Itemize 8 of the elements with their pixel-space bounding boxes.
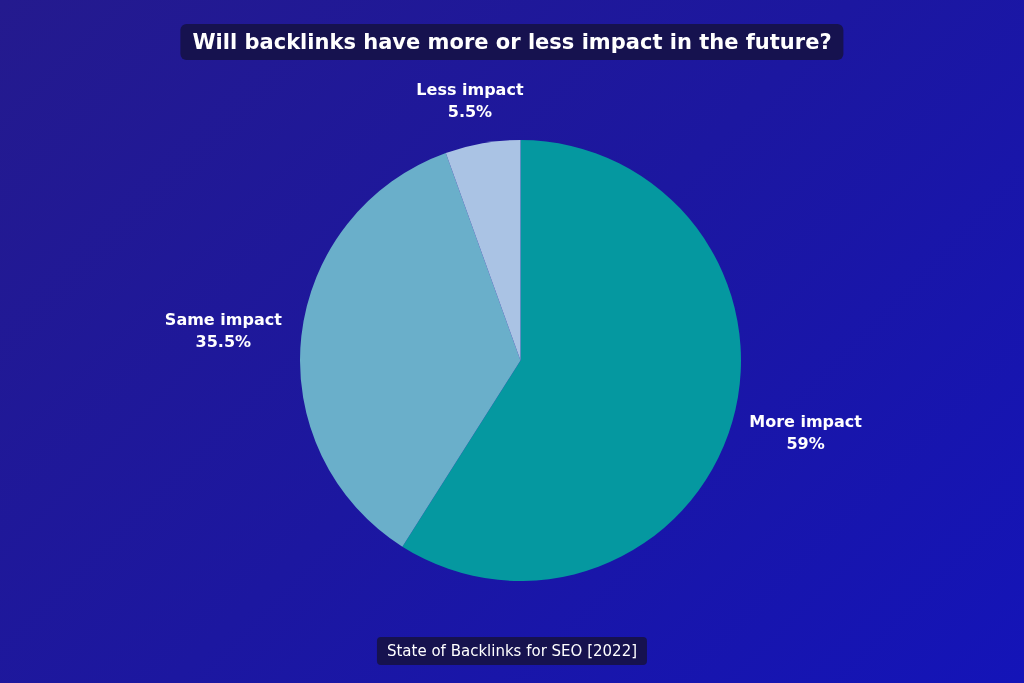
slice-label: Less impact — [416, 80, 524, 100]
data-label: 59% — [786, 433, 825, 453]
slice-label: More impact — [749, 411, 863, 431]
chart-title: Will backlinks have more or less impact in the future? — [180, 24, 844, 60]
data-label: 35.5% — [195, 331, 252, 351]
data-label: 5.5% — [447, 102, 493, 122]
slice-label: Same impact — [164, 309, 283, 329]
text: State of Backlinks for SEO [2022] — [376, 637, 648, 665]
